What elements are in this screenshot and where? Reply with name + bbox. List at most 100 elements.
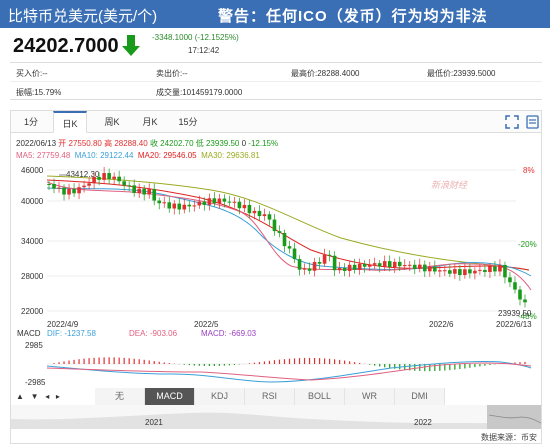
candle-body (503, 264, 507, 278)
candle-body (372, 263, 377, 265)
amplitude: 振幅:15.79% (16, 88, 62, 97)
candle-body (277, 231, 282, 233)
tab-15min[interactable]: 15分 (178, 117, 198, 127)
high-label: 43412.30 (66, 170, 100, 179)
candle-body (92, 176, 96, 184)
nav-arrows[interactable]: ▲ ▼ ◂ ▸ (16, 392, 60, 401)
x-label-may: 2022/5 (194, 320, 219, 329)
indicator-dmi[interactable]: DMI (395, 388, 445, 405)
candle-body (197, 201, 202, 206)
candle-body (142, 188, 146, 195)
candle-body (297, 259, 302, 270)
candle-body (182, 204, 187, 210)
candle-body (167, 202, 172, 209)
ma30-line (46, 175, 530, 271)
expand-icon[interactable]: ▸ (55, 392, 60, 401)
navigator-selection[interactable] (487, 405, 541, 429)
fullscreen-icon[interactable] (505, 115, 519, 129)
ma5-line (46, 181, 532, 291)
candle-body (473, 270, 477, 274)
candle-body (518, 289, 522, 300)
candle-body (157, 200, 162, 204)
candle-body (217, 198, 222, 204)
tab-1min[interactable]: 1分 (23, 117, 38, 127)
macd-label: MACD (17, 329, 41, 338)
ma-readout: MA5: 27759.48 MA10: 29122.44 MA20: 29546… (16, 151, 260, 160)
candle-body (172, 203, 177, 209)
candle-body (62, 187, 66, 195)
ico-warning: 警告：任何ICO（发币）行为均为非法 (218, 8, 488, 25)
candle-body (247, 204, 252, 214)
y-pct-bottom: -48% (518, 312, 537, 321)
indicator-none[interactable]: 无 (95, 388, 145, 405)
candle-body (337, 268, 342, 271)
candle-body (458, 269, 462, 275)
candle-body (122, 181, 126, 186)
indicator-macd[interactable]: MACD (145, 388, 195, 405)
y-tick-28000: 28000 (21, 272, 44, 281)
ohlc-pct: -12.15% (248, 139, 279, 148)
candle-body (87, 183, 91, 186)
x-label-june: 2022/6 (429, 320, 454, 329)
candle-body (367, 264, 372, 267)
candle-body (162, 202, 167, 204)
macd-dea-line (46, 362, 532, 381)
low-price: 最低价:23939.5000 (427, 69, 496, 78)
volume: 成交量:101459179.0000 (156, 88, 243, 97)
candle-body (417, 264, 422, 269)
tab-daily-k[interactable]: 日K (53, 111, 87, 133)
candle-body (267, 214, 272, 220)
macd-dif: DIF: -1237.58 (47, 329, 96, 338)
tab-weekly-k[interactable]: 周K (104, 117, 120, 127)
candle-body (463, 269, 467, 275)
indicator-rsi[interactable]: RSI (245, 388, 295, 405)
watermark-logo: 新浪财经 (431, 180, 468, 190)
sell-price: 卖出价:-- (156, 69, 188, 78)
candle-body (52, 184, 56, 189)
prev-arrow-icon[interactable]: ▲ (16, 392, 24, 401)
candle-body (438, 270, 442, 272)
price-change: -3348.1000 (-12.1525%) (152, 33, 239, 42)
candle-body (392, 261, 397, 268)
candle-body (312, 262, 317, 271)
candle-body (212, 198, 217, 204)
next-arrow-icon[interactable]: ▼ (30, 392, 39, 401)
indicator-kdj[interactable]: KDJ (195, 388, 245, 405)
kline-chart[interactable]: 46000 40000 34000 28000 22000 8% -20% -4… (11, 160, 541, 388)
data-source: 数据来源：币安 (481, 433, 537, 442)
candle-body (132, 185, 136, 193)
tab-monthly-k[interactable]: 月K (142, 117, 158, 127)
candle-body (332, 255, 337, 271)
candle-body (292, 248, 297, 260)
candle-body (187, 204, 192, 207)
ma10-value: MA10: 29122.44 (74, 151, 134, 160)
settings-icon[interactable] (526, 115, 539, 129)
ohlc-close: 收 24202.70 (149, 139, 194, 148)
candle-body (47, 184, 51, 185)
candle-body (107, 173, 111, 179)
y-tick-40000: 40000 (21, 197, 44, 206)
candle-body (287, 246, 292, 249)
candle-body (357, 263, 362, 270)
candle-body (262, 214, 267, 217)
collapse-icon[interactable]: ◂ (45, 392, 50, 401)
ma20-value: MA20: 29546.05 (137, 151, 197, 160)
candle-body (317, 262, 322, 264)
indicator-wr[interactable]: WR (345, 388, 395, 405)
indicator-boll[interactable]: BOLL (295, 388, 345, 405)
page-header (0, 0, 550, 28)
time-navigator[interactable]: 2021 2022 (11, 405, 541, 429)
candle-body (488, 266, 492, 273)
indicator-tabs: 无 MACD KDJ RSI BOLL WR DMI (95, 388, 450, 405)
candle-body (147, 189, 152, 195)
nav-year-2021: 2021 (145, 418, 163, 427)
y-pct-top: 8% (523, 166, 535, 175)
candle-body (202, 201, 207, 205)
y-tick-22000: 22000 (21, 307, 44, 316)
candle-body (137, 188, 141, 193)
candle-body (152, 189, 157, 201)
page-title: 比特币兑美元(美元/个) (8, 8, 158, 25)
macd-top: 2985 (25, 341, 43, 350)
candle-body (112, 176, 116, 179)
candle-body (428, 266, 432, 272)
